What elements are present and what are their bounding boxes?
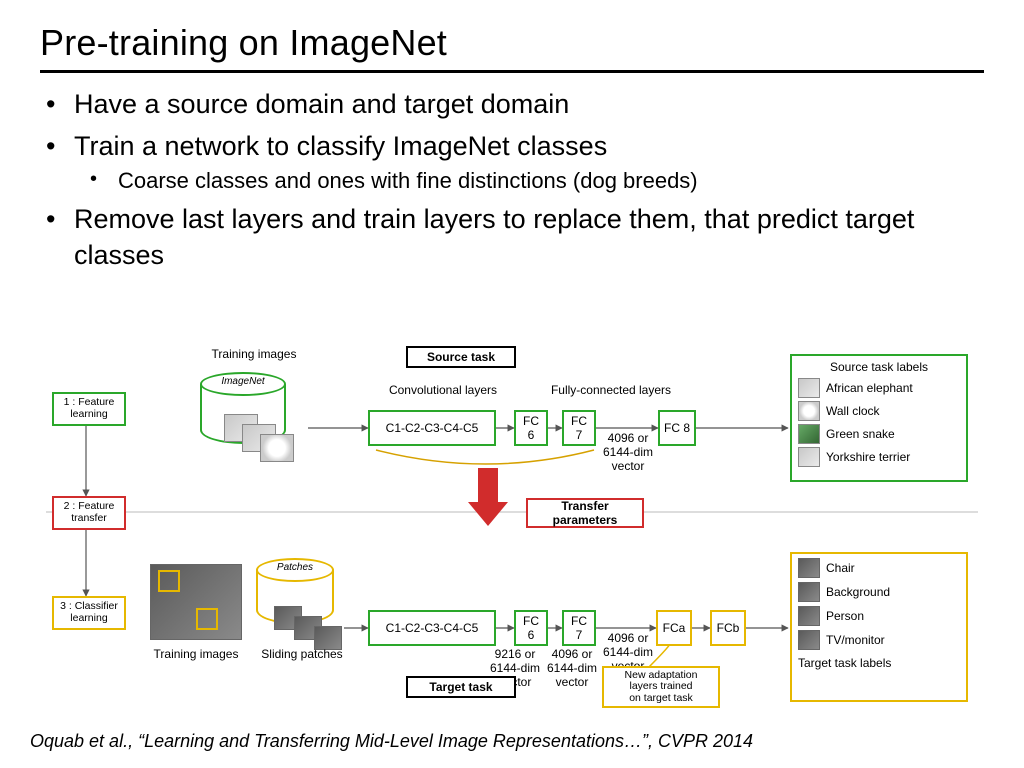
tgt-label-1: Background (826, 585, 890, 599)
fc-layers-label: Fully-connected layers (536, 384, 686, 398)
training-images-label: Training images (194, 348, 314, 362)
architecture-diagram: 1 : Feature learning 2 : Feature transfe… (46, 348, 978, 716)
source-fc7-box: FC 7 (562, 410, 596, 446)
step-1-box: 1 : Feature learning (52, 392, 126, 426)
tgt-label-2: Person (826, 609, 864, 623)
vec1-label: 4096 or 6144-dim vector (600, 432, 656, 473)
bullet-1: Have a source domain and target domain (74, 87, 984, 123)
target-fc6-box: FC 6 (514, 610, 548, 646)
bullet-list: Have a source domain and target domain T… (40, 87, 984, 273)
thumb-source-3 (260, 434, 294, 462)
src-label-1: Wall clock (826, 404, 880, 418)
target-fcb-box: FCb (710, 610, 746, 646)
source-fc6-box: FC 6 (514, 410, 548, 446)
new-adaptation-note: New adaptation layers trained on target … (602, 666, 720, 708)
target-conv-box: C1-C2-C3-C4-C5 (368, 610, 496, 646)
page-title: Pre-training on ImageNet (40, 22, 984, 64)
target-labels-panel: Chair Background Person TV/monitor Targe… (790, 552, 968, 702)
step-2-box: 2 : Feature transfer (52, 496, 126, 530)
bullet-2: Train a network to classify ImageNet cla… (74, 129, 984, 196)
imagenet-cyl-label: ImageNet (200, 376, 286, 387)
target-labels-title: Target task labels (798, 656, 960, 670)
transfer-params-box: Transfer parameters (526, 498, 644, 528)
src-label-0: African elephant (826, 381, 913, 395)
patches-cyl-label: Patches (256, 562, 334, 573)
title-rule (40, 70, 984, 73)
target-fc7-box: FC 7 (562, 610, 596, 646)
source-conv-box: C1-C2-C3-C4-C5 (368, 410, 496, 446)
bullet-2a: Coarse classes and ones with fine distin… (118, 166, 984, 196)
step-3-box: 3 : Classifier learning (52, 596, 126, 630)
citation: Oquab et al., “Learning and Transferring… (30, 731, 753, 752)
patch-marker-1 (158, 570, 180, 592)
patch-marker-2 (196, 608, 218, 630)
tgt-label-3: TV/monitor (826, 633, 885, 647)
src-label-2: Green snake (826, 427, 895, 441)
target-fca-box: FCa (656, 610, 692, 646)
src-label-3: Yorkshire terrier (826, 450, 910, 464)
target-task-box: Target task (406, 676, 516, 698)
training-images-label-2: Training images (146, 648, 246, 662)
tgt-label-0: Chair (826, 561, 855, 575)
bullet-3: Remove last layers and train layers to r… (74, 202, 984, 273)
sliding-patches-label: Sliding patches (252, 648, 352, 662)
source-labels-title: Source task labels (798, 360, 960, 374)
source-labels-panel: Source task labels African elephant Wall… (790, 354, 968, 482)
vec3-label: 4096 or 6144-dim vector (544, 648, 600, 689)
source-task-box: Source task (406, 346, 516, 368)
conv-layers-label: Convolutional layers (368, 384, 518, 398)
source-fc8-box: FC 8 (658, 410, 696, 446)
bullet-2-text: Train a network to classify ImageNet cla… (74, 131, 607, 161)
